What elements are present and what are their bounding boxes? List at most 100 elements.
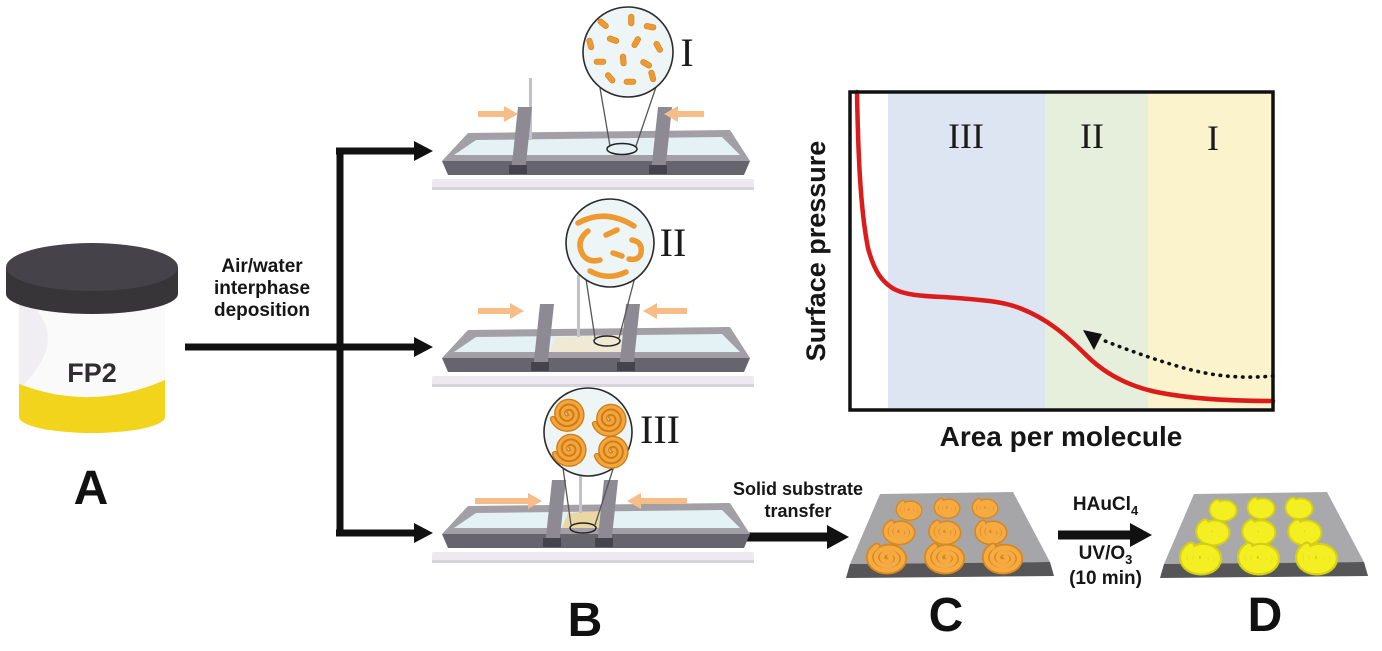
trough-stage-1: I xyxy=(432,6,754,190)
chart-plot-box xyxy=(848,90,1275,412)
compression-direction-dotted-arrow xyxy=(1098,337,1275,379)
gold-spiral xyxy=(1284,496,1314,520)
film-spiral xyxy=(865,542,908,575)
uv-o3-label: UV/O3 xyxy=(1048,543,1163,567)
compression-arrow-right xyxy=(643,303,687,319)
barrier-left xyxy=(543,480,566,547)
trough-front-face xyxy=(442,161,750,175)
stage-numeral-3: III xyxy=(640,407,680,452)
arrowhead-gold xyxy=(1130,523,1152,547)
trough-base-plate xyxy=(432,552,754,562)
compression-arrow-left xyxy=(478,303,524,319)
film-spiral xyxy=(933,497,961,519)
arrowhead-top xyxy=(414,141,433,161)
panel-c-label: C xyxy=(928,589,964,642)
barrier-right xyxy=(595,480,618,547)
molecule-pills xyxy=(586,13,663,85)
dotted-arrowhead xyxy=(1083,330,1102,350)
compression-arrow-left xyxy=(475,493,542,509)
film-spiral xyxy=(981,542,1024,575)
uv-o3-subscript: 3 xyxy=(1125,551,1133,567)
gold-spiral xyxy=(1246,496,1276,520)
trough-front-face xyxy=(442,358,750,372)
panel-d-label: D xyxy=(1247,589,1283,642)
duration-label: (10 min) xyxy=(1069,568,1142,589)
barrier-right xyxy=(649,107,672,174)
gold-spiral xyxy=(1241,518,1277,547)
panel-b-label: B xyxy=(567,594,603,647)
molecule-worms xyxy=(575,213,645,279)
chart-region-label-ii: II xyxy=(1080,116,1104,156)
trough-base-edge xyxy=(432,384,754,387)
trough-base-edge xyxy=(432,187,754,190)
gold-spiral xyxy=(1287,518,1323,547)
substrate-c xyxy=(846,492,1054,578)
trough-stage-3: III xyxy=(432,387,754,563)
film-spiral xyxy=(895,499,923,521)
gold-spiral xyxy=(1236,541,1281,576)
uv-o3-formula: UV/O xyxy=(1078,543,1126,564)
film-spiral xyxy=(882,519,916,546)
compressed-film-area xyxy=(550,335,626,352)
chart-y-axis-label: Surface pressure xyxy=(801,141,831,362)
compression-arrow-right xyxy=(664,106,704,122)
sample-vial: FP2 xyxy=(6,243,178,433)
haucl4-subscript: 4 xyxy=(1130,502,1139,518)
vial-cap xyxy=(6,243,178,314)
panel-a-label: A xyxy=(73,462,109,515)
gold-spiral xyxy=(1208,498,1238,522)
compression-arrow-left xyxy=(478,106,518,122)
trough-base-plate xyxy=(432,376,754,386)
arrowhead-transfer xyxy=(827,525,849,549)
trough-base-edge xyxy=(432,560,754,563)
chart-region-iii xyxy=(888,94,1045,408)
chart-region-label-iii: III xyxy=(948,116,984,156)
magnifier-target-ellipse xyxy=(569,522,597,534)
vial-yellow-band xyxy=(19,380,165,433)
haucl4-label: HAuCl4 xyxy=(1048,494,1163,518)
gold-spiral xyxy=(1178,541,1223,576)
chart-x-axis-label: Area per molecule xyxy=(940,421,1183,452)
compression-arrow-right xyxy=(627,493,687,509)
magnifier-cone xyxy=(599,83,658,147)
barrier-left xyxy=(509,107,532,174)
magnifier-cone xyxy=(585,276,636,339)
film-spiral xyxy=(928,519,962,546)
arrowhead-middle xyxy=(414,337,433,357)
magnifier-target-ellipse xyxy=(606,142,638,156)
barrier-left xyxy=(531,304,554,371)
substrate-d xyxy=(1160,492,1368,578)
vial-label: FP2 xyxy=(67,358,117,388)
wilhelmy-needle xyxy=(579,453,582,513)
stage-numeral-2: II xyxy=(660,220,687,265)
film-spiral xyxy=(974,519,1008,546)
transfer-caption: Solid substrate transfer xyxy=(732,479,864,521)
compression-arrows xyxy=(475,493,687,509)
compression-arrows xyxy=(478,303,687,319)
compression-arrows xyxy=(478,106,704,122)
vial-body-shading xyxy=(19,292,48,390)
trough-base-plate xyxy=(432,179,754,189)
magnifier-target-ellipse xyxy=(593,335,621,347)
gold-spiral xyxy=(1195,518,1231,547)
film-spiral xyxy=(923,542,966,575)
isotherm-chart: III II I Surface pressure Area per molec… xyxy=(801,89,1276,452)
trough-stage-2: II xyxy=(432,198,754,387)
arrowhead-bottom xyxy=(414,523,433,543)
magnifier-cone xyxy=(562,465,615,526)
spiral-molecule xyxy=(591,403,627,437)
isotherm-curve xyxy=(854,89,1276,404)
chart-region-label-i: I xyxy=(1207,118,1219,158)
deposition-caption: Air/water interphase deposition xyxy=(213,256,311,321)
wilhelmy-needle xyxy=(577,275,580,337)
spiral-molecule xyxy=(549,398,585,432)
gold-spiral xyxy=(1294,541,1339,576)
stage-numeral-1: I xyxy=(680,30,693,75)
spiral-molecule xyxy=(551,433,587,467)
film-spiral xyxy=(971,497,999,519)
chart-region-i xyxy=(1148,94,1273,408)
haucl4-formula: HAuCl xyxy=(1072,494,1131,515)
spiral-molecule xyxy=(593,435,629,469)
